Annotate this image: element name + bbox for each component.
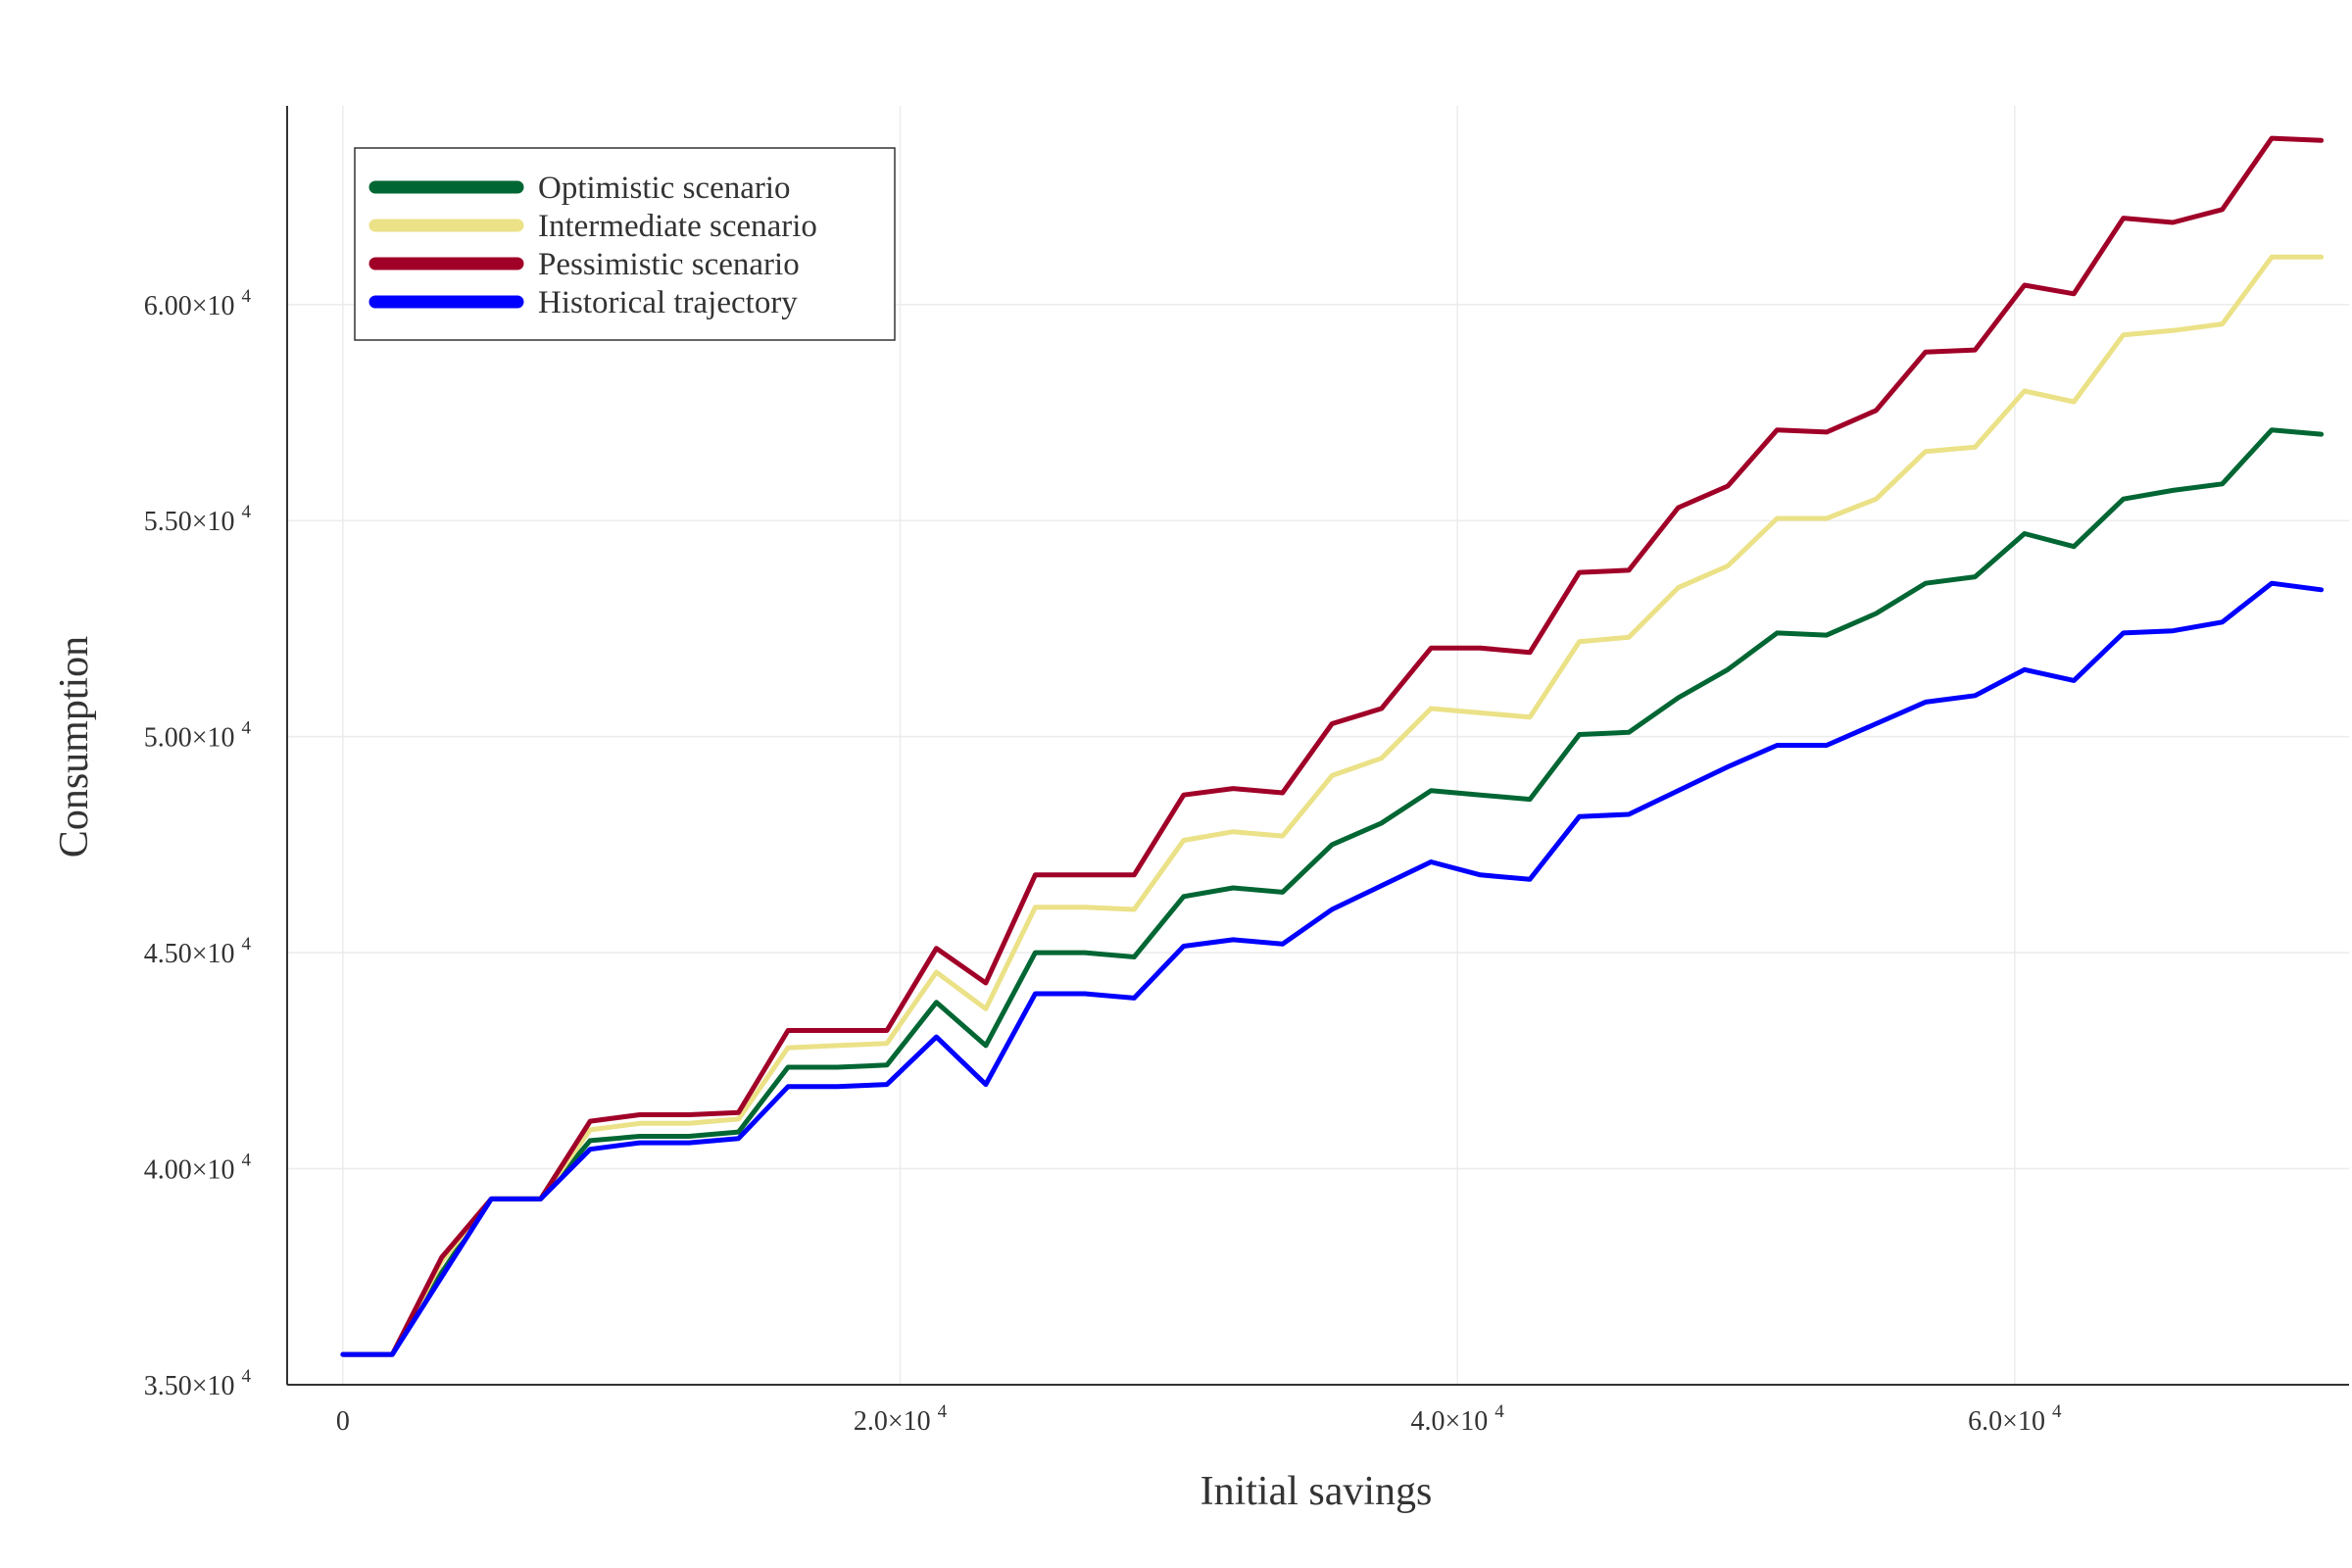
y-tick-exponent: 4 <box>242 934 252 955</box>
series-line-optimistic-scenario <box>340 427 2325 1357</box>
y-tick-label: 4.50×10 4 <box>144 934 252 969</box>
legend-label: Optimistic scenario <box>538 171 791 206</box>
axes <box>286 106 2349 1386</box>
x-tick-exponent: 4 <box>2052 1401 2062 1422</box>
x-tick-label: 6.0×10 4 <box>1968 1401 2062 1437</box>
x-tick-exponent: 4 <box>938 1401 948 1422</box>
series-lines <box>340 135 2325 1357</box>
y-tick-exponent: 4 <box>242 502 252 522</box>
x-tick-label: 4.0×10 4 <box>1411 1401 1505 1437</box>
series-line-pessimistic-scenario <box>340 135 2325 1357</box>
y-tick-exponent: 4 <box>242 1151 252 1171</box>
y-axis-title: Consumption <box>52 636 97 858</box>
x-axis-title: Initial savings <box>1200 1469 1433 1514</box>
y-tick-exponent: 4 <box>242 718 252 739</box>
y-tick-exponent: 4 <box>242 286 252 307</box>
legend-label: Historical trajectory <box>538 285 798 320</box>
x-tick-label: 2.0×10 4 <box>854 1401 948 1437</box>
x-tick-exponent: 4 <box>1494 1401 1504 1422</box>
y-tick-exponent: 4 <box>242 1366 252 1387</box>
y-tick-label: 4.00×10 4 <box>144 1151 252 1186</box>
y-tick-label: 5.50×10 4 <box>144 502 252 537</box>
legend-label: Intermediate scenario <box>538 209 817 244</box>
series-line-intermediate-scenario <box>340 254 2325 1357</box>
y-tick-label: 6.00×10 4 <box>144 286 252 321</box>
y-tick-labels: 3.50×10 4 4.00×10 4 4.50×10 4 5.00×10 4 5.50×10 4… <box>144 286 252 1401</box>
x-tick-labels: 0 2.0×10 4 4.0×10 4 6.0×10 4 <box>336 1401 2062 1437</box>
y-tick-label: 3.50×10 4 <box>144 1366 252 1401</box>
y-tick-label: 5.00×10 4 <box>144 718 252 754</box>
x-tick-label: 0 <box>336 1406 350 1437</box>
series-line-historical-trajectory <box>340 580 2325 1357</box>
legend-label: Pessimistic scenario <box>538 247 800 282</box>
